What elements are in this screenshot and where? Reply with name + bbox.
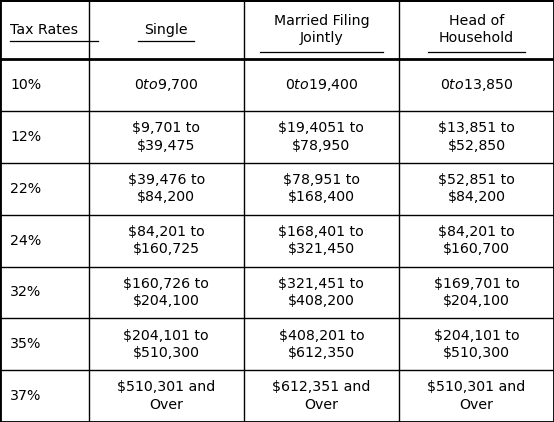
Text: $9,701 to
$39,475: $9,701 to $39,475 — [132, 121, 200, 153]
Text: $408,201 to
$612,350: $408,201 to $612,350 — [279, 329, 364, 360]
Text: Single: Single — [145, 23, 188, 37]
Text: $0 to $13,850: $0 to $13,850 — [440, 77, 513, 93]
Text: 37%: 37% — [10, 389, 42, 403]
Text: $160,726 to
$204,100: $160,726 to $204,100 — [123, 277, 209, 308]
Text: Head of
Household: Head of Household — [439, 14, 514, 45]
Text: $0 to $9,700: $0 to $9,700 — [134, 77, 198, 93]
Text: $84,201 to
$160,700: $84,201 to $160,700 — [438, 225, 515, 256]
Text: $84,201 to
$160,725: $84,201 to $160,725 — [128, 225, 204, 256]
Text: 22%: 22% — [10, 182, 41, 196]
Text: $510,301 and
Over: $510,301 and Over — [117, 381, 216, 412]
Text: $510,301 and
Over: $510,301 and Over — [427, 381, 526, 412]
Text: Married Filing
Jointly: Married Filing Jointly — [274, 14, 369, 45]
Text: $0 to $19,400: $0 to $19,400 — [285, 77, 358, 93]
Text: 10%: 10% — [10, 78, 41, 92]
Text: $19,4051 to
$78,950: $19,4051 to $78,950 — [278, 121, 365, 153]
Text: 12%: 12% — [10, 130, 41, 144]
Text: Tax Rates: Tax Rates — [10, 23, 78, 37]
Text: $321,451 to
$408,200: $321,451 to $408,200 — [278, 277, 365, 308]
Text: 35%: 35% — [10, 337, 42, 351]
Text: $204,101 to
$510,300: $204,101 to $510,300 — [434, 329, 519, 360]
Text: $612,351 and
Over: $612,351 and Over — [272, 381, 371, 412]
Text: $78,951 to
$168,400: $78,951 to $168,400 — [283, 173, 360, 204]
Text: 24%: 24% — [10, 234, 41, 248]
Text: $169,701 to
$204,100: $169,701 to $204,100 — [433, 277, 520, 308]
Text: $39,476 to
$84,200: $39,476 to $84,200 — [127, 173, 205, 204]
Text: $13,851 to
$52,850: $13,851 to $52,850 — [438, 121, 515, 153]
Text: $52,851 to
$84,200: $52,851 to $84,200 — [438, 173, 515, 204]
Text: 32%: 32% — [10, 285, 41, 300]
Text: $168,401 to
$321,450: $168,401 to $321,450 — [279, 225, 364, 256]
Text: $204,101 to
$510,300: $204,101 to $510,300 — [124, 329, 209, 360]
